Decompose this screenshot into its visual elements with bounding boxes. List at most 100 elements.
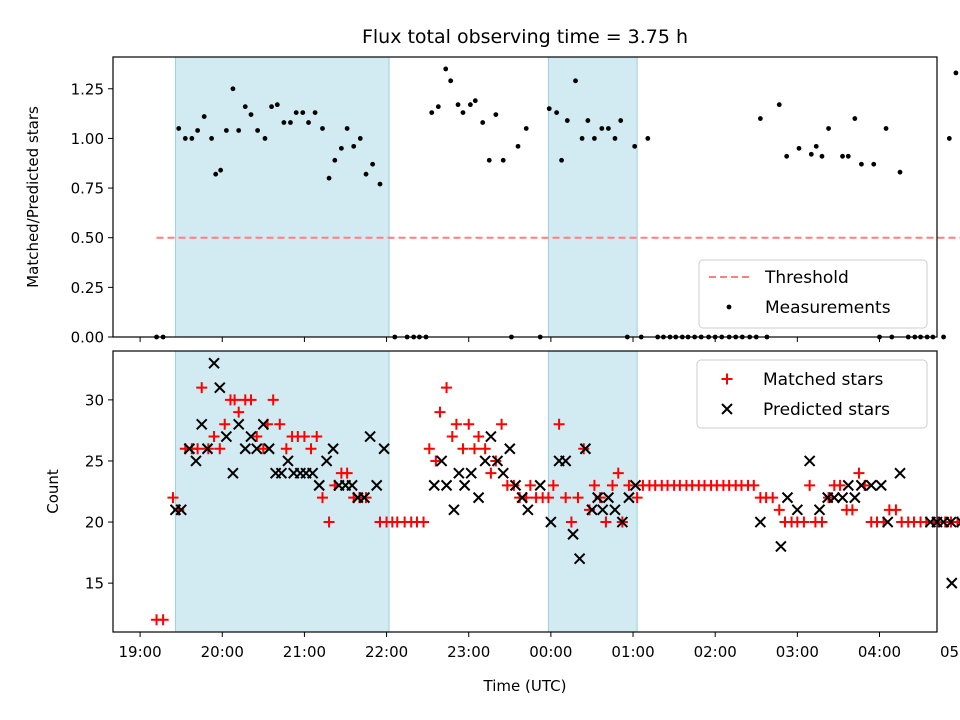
matched-star-point <box>305 443 317 455</box>
predicted-star-point <box>183 443 196 455</box>
matched-star-point <box>441 382 453 394</box>
predicted-star-point <box>616 516 629 528</box>
predicted-star-point <box>306 467 319 479</box>
observing-window <box>174 56 390 338</box>
matched-star-point <box>773 504 785 516</box>
y-tick-label: 20 <box>85 514 104 532</box>
y-tick-label: 0.25 <box>71 279 104 297</box>
measurement-point <box>480 120 486 125</box>
matched-star-point <box>547 479 559 491</box>
matched-star-point <box>360 492 372 504</box>
predicted-star-point <box>232 418 245 431</box>
measurement-point <box>223 128 229 133</box>
measurement-point <box>460 110 466 116</box>
legend-matched-swatch <box>721 373 733 385</box>
matched-star-point <box>251 431 263 443</box>
predicted-star-point <box>320 455 333 467</box>
predicted-star-point <box>813 504 826 516</box>
predicted-star-point <box>497 467 509 479</box>
predicted-star-point <box>849 491 861 504</box>
measurement-point <box>274 102 280 108</box>
predicted-star-point <box>545 516 557 528</box>
predicted-star-point <box>275 467 288 479</box>
predicted-star-point <box>346 479 358 492</box>
measurement-point <box>312 110 318 116</box>
predicted-star-point <box>196 418 208 431</box>
predicted-star-point <box>509 479 522 492</box>
matched-star-point <box>316 492 328 504</box>
chart-title: Flux total observing time = 3.75 h <box>362 26 688 48</box>
observing-window <box>547 56 638 338</box>
predicted-star-point <box>534 479 546 492</box>
matched-star-point <box>612 467 624 479</box>
matched-star-point <box>588 479 600 491</box>
predicted-star-point <box>629 479 642 492</box>
measurement-point <box>645 136 651 141</box>
measurement-point <box>859 161 864 167</box>
matched-star-point <box>423 443 435 455</box>
matched-star-point <box>804 479 816 491</box>
predicted-star-point <box>364 430 376 443</box>
measurement-point <box>776 102 782 108</box>
predicted-star-point <box>559 455 572 467</box>
predicted-star-point <box>522 504 534 516</box>
matched-star-point <box>298 431 310 443</box>
matched-star-point <box>267 394 279 406</box>
measurement-point <box>300 110 306 116</box>
measurement-point <box>338 145 344 151</box>
predicted-star-point <box>371 479 383 492</box>
measurement-point <box>230 86 236 92</box>
predicted-star-point <box>479 455 491 467</box>
matched-star-point <box>508 479 520 491</box>
x-tick-label: 22:00 <box>365 643 408 661</box>
matched-star-point <box>479 443 491 455</box>
measurement-point <box>618 118 624 123</box>
measurement-point <box>486 157 492 163</box>
measurement-point <box>883 126 889 131</box>
measurement-point <box>564 118 570 123</box>
matched-star-point <box>578 443 590 455</box>
predicted-star-point <box>754 516 767 528</box>
predicted-star-point <box>472 491 485 504</box>
measurement-point <box>236 128 242 133</box>
predicted-star-point <box>257 418 270 431</box>
count-panel: 15 20 25 30 19:00 20:00 21:00 22:00 23:00 00:00 01… <box>44 350 960 661</box>
predicted-star-point <box>220 430 233 443</box>
predicted-star-point <box>458 479 471 492</box>
y-tick-label: 0.00 <box>71 329 104 347</box>
matched-star-point <box>524 479 536 491</box>
measurement-point <box>826 126 831 131</box>
measurement-point <box>448 78 454 84</box>
measurement-point <box>377 181 383 187</box>
matched-star-point <box>890 504 902 516</box>
x-axis-label: Time (UTC) <box>483 677 567 695</box>
measurement-point <box>784 153 790 159</box>
measurement-point <box>546 106 552 112</box>
predicted-star-point <box>836 491 849 504</box>
matched-star-point <box>542 492 554 504</box>
predicted-star-point <box>239 443 251 455</box>
measurement-point <box>255 128 260 133</box>
predicted-star-point <box>214 381 226 394</box>
matched-star-point <box>816 516 828 528</box>
measurement-point <box>357 136 363 141</box>
matched-star-point <box>341 467 353 479</box>
x-tick-label: 20:00 <box>201 643 244 661</box>
measurement-point <box>370 161 376 167</box>
predicted-star-point <box>491 455 504 467</box>
matched-star-point <box>623 479 635 491</box>
measurement-point <box>573 78 578 84</box>
x-tick-label: 03:00 <box>776 643 819 661</box>
plot-frame <box>112 56 938 338</box>
matched-star-point <box>496 418 508 430</box>
predicted-star-point <box>465 467 477 479</box>
measurement-point <box>599 126 605 131</box>
measurement-point <box>242 104 248 110</box>
predicted-star-point <box>946 577 958 589</box>
measurement-point <box>182 136 188 141</box>
legend-predicted-swatch <box>721 403 733 415</box>
matched-star-point <box>418 516 430 528</box>
measurement-point <box>757 116 763 121</box>
matched-star-point <box>631 492 643 504</box>
predicted-star-point <box>282 455 294 467</box>
